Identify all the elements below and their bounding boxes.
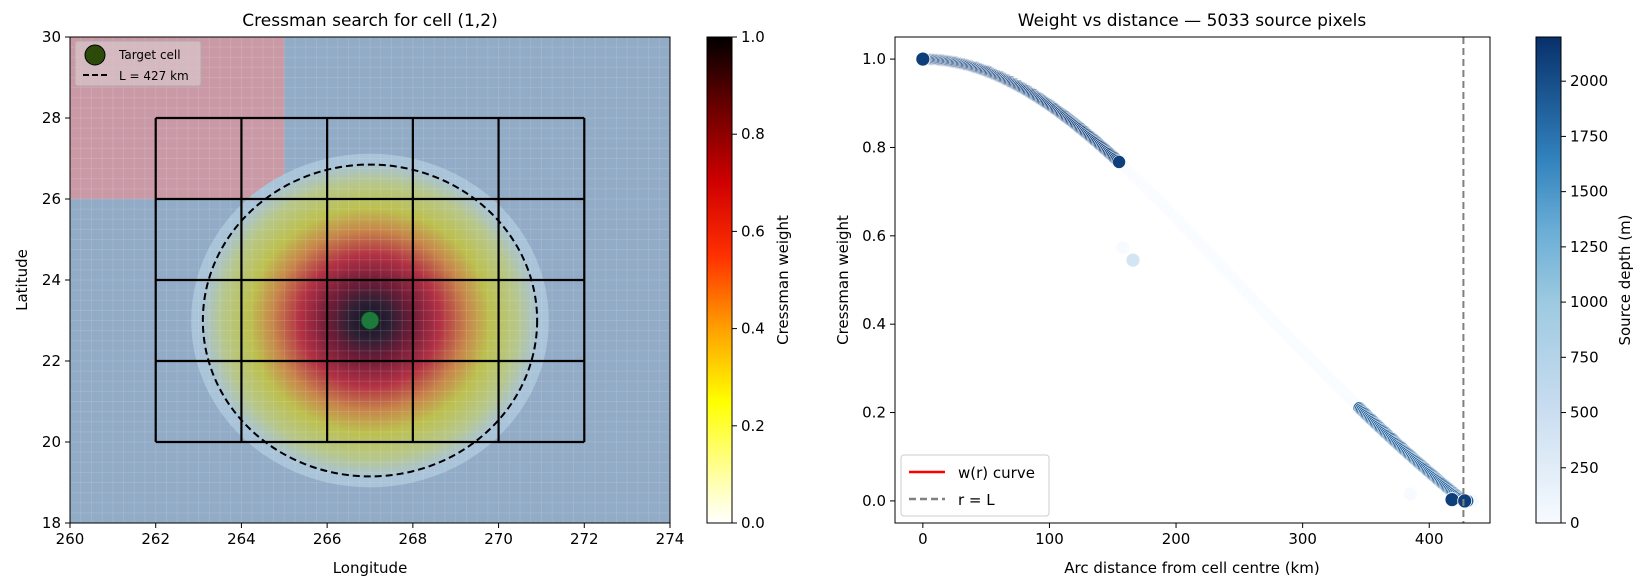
map-title: Cressman search for cell (1,2) — [242, 11, 497, 31]
colorbar-tick-label: 750 — [1570, 348, 1599, 366]
x-tick-label: 264 — [227, 530, 256, 548]
colorbar-tick-label: 1500 — [1570, 183, 1608, 201]
map-y-label: Latitude — [13, 249, 31, 311]
x-tick-label: 272 — [570, 530, 599, 548]
colorbar-label: Cressman weight — [774, 215, 792, 345]
x-tick-label: 400 — [1415, 530, 1444, 548]
y-tick-label: 18 — [42, 514, 61, 532]
x-tick-label: 200 — [1162, 530, 1191, 548]
cressman-weight-colorbar: Cressman weight 0.0 0.2 0.4 0.6 0.8 1.0 — [706, 28, 792, 532]
x-tick-label: 268 — [399, 530, 428, 548]
x-tick-label: 100 — [1035, 530, 1064, 548]
scatter-legend-box — [900, 454, 1050, 517]
scatter-plot-area — [915, 37, 1480, 523]
target-cell-legend-marker — [84, 44, 106, 66]
colorbar-tick-label: 0 — [1570, 514, 1580, 532]
colorbar-tick-label: 0.4 — [741, 320, 765, 338]
colorbar-tick-label: 0.0 — [741, 514, 765, 532]
scatter-title: Weight vs distance — 5033 source pixels — [1018, 11, 1367, 31]
y-tick-label: 0.6 — [862, 227, 886, 245]
scatter-y-label: Cressman weight — [834, 215, 852, 345]
colorbar-tick-label: 2000 — [1570, 72, 1608, 90]
colorbar-label: Source depth (m) — [1616, 214, 1634, 345]
colorbar-tick-label: 1250 — [1570, 238, 1608, 256]
map-x-label: Longitude — [333, 559, 408, 577]
x-tick-label: 266 — [313, 530, 342, 548]
map-legend: Target cell L = 427 km — [74, 40, 202, 87]
scatter-point — [1402, 486, 1418, 502]
legend-curve: w(r) curve — [958, 464, 1035, 482]
scatter-point — [1115, 240, 1131, 256]
search-radius-circle — [201, 163, 539, 478]
scatter-point — [915, 51, 931, 67]
x-tick-label: 260 — [56, 530, 85, 548]
legend-target-cell: Target cell — [118, 48, 181, 62]
scatter-point-deep — [1112, 155, 1126, 169]
colorbar-tick-label: 1000 — [1570, 293, 1608, 311]
map-plot-area — [70, 37, 670, 523]
target-cell-marker — [360, 311, 380, 330]
x-tick-label: 300 — [1288, 530, 1317, 548]
colorbar-tick-label: 0.6 — [741, 222, 765, 240]
colorbar-gradient — [1535, 36, 1562, 524]
y-tick-label: 28 — [42, 109, 61, 127]
legend-r-equals-l: r = L — [958, 491, 995, 509]
y-tick-label: 1.0 — [862, 50, 886, 68]
x-tick-label: 262 — [141, 530, 170, 548]
source-depth-colorbar: Source depth (m) 0 250 500 750 1000 1250 1500 1… — [1535, 36, 1634, 532]
x-tick-label: 0 — [918, 530, 928, 548]
legend-search-radius: L = 427 km — [119, 69, 189, 83]
colorbar-tick-label: 0.2 — [741, 417, 765, 435]
scatter-legend: w(r) curve r = L — [900, 454, 1050, 517]
colorbar-tick-label: 500 — [1570, 404, 1599, 422]
scatter-x-label: Arc distance from cell centre (km) — [1064, 559, 1319, 577]
scatter-axes: 0 100 200 300 400 0.0 0.2 0.4 0.6 0.8 1.0 — [862, 50, 1443, 548]
colorbar-tick-label: 1750 — [1570, 127, 1608, 145]
y-tick-label: 26 — [42, 190, 61, 208]
x-tick-label: 274 — [656, 530, 685, 548]
scatter-point — [1125, 252, 1141, 268]
weight-distance-panel: Weight vs distance — 5033 source pixels … — [834, 11, 1634, 577]
y-tick-label: 0.8 — [862, 138, 886, 156]
y-tick-label: 20 — [42, 433, 61, 451]
colorbar-tick-label: 250 — [1570, 459, 1599, 477]
scatter-point — [1457, 493, 1473, 509]
y-tick-label: 30 — [42, 28, 61, 46]
y-tick-label: 0.0 — [862, 492, 886, 510]
y-tick-label: 0.4 — [862, 315, 886, 333]
map-axes: 260 262 264 266 268 270 272 274 18 20 22 24 26 28 30 — [42, 28, 684, 548]
y-tick-label: 22 — [42, 352, 61, 370]
scatter-axes-frame — [894, 36, 1491, 524]
y-tick-label: 0.2 — [862, 404, 886, 422]
colorbar-gradient — [706, 36, 733, 524]
colorbar-tick-label: 0.8 — [741, 125, 765, 143]
colorbar-tick-label: 1.0 — [741, 28, 765, 46]
cressman-map-panel: Cressman search for cell (1,2) 260 262 264… — [13, 11, 792, 577]
y-tick-label: 24 — [42, 271, 61, 289]
x-tick-label: 270 — [484, 530, 513, 548]
